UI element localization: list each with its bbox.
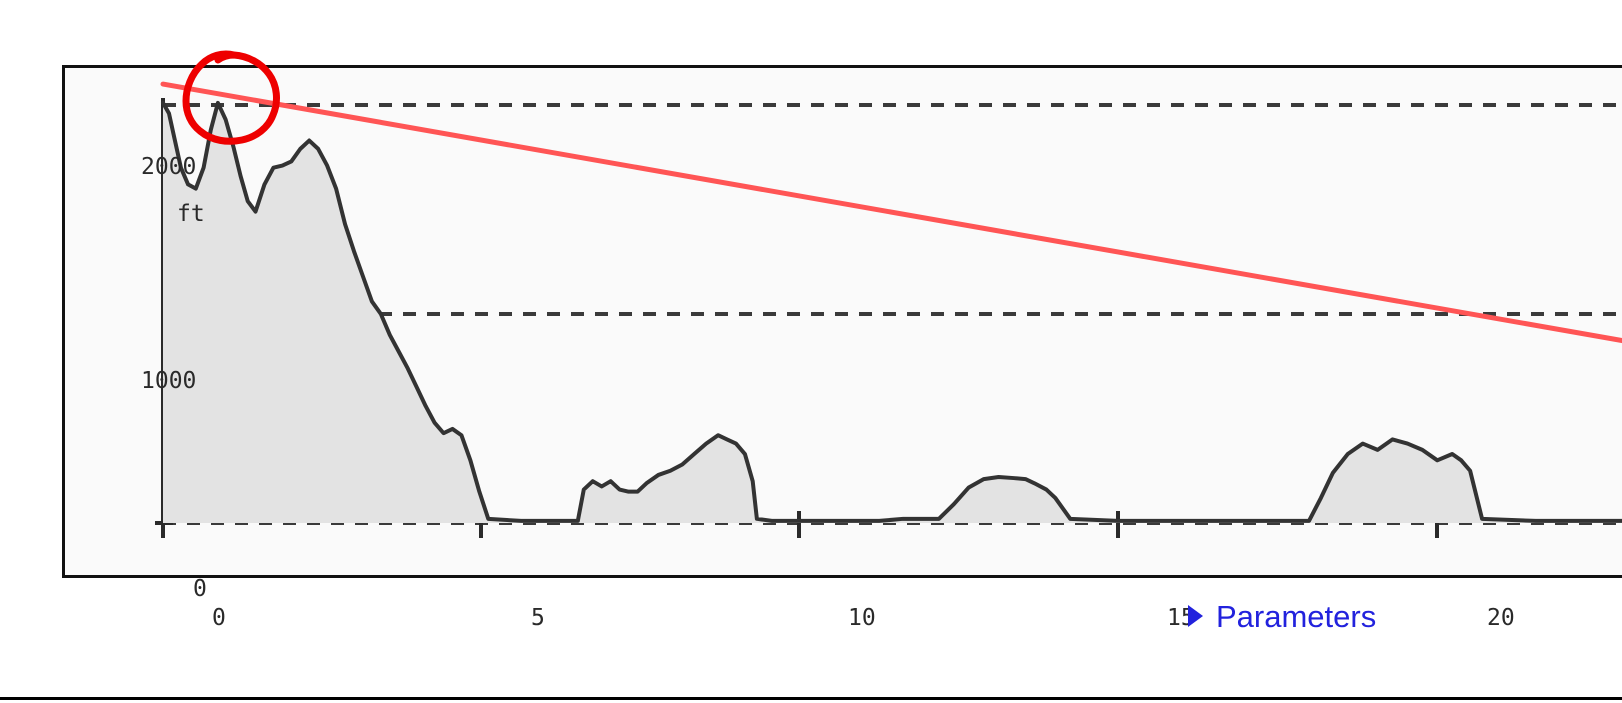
x-axis-label-0: 0: [212, 605, 226, 631]
glide-slope-line: [160, 81, 1622, 344]
y-axis-label-1000: 1000: [141, 368, 197, 394]
y-axis-label-2000: 2000: [141, 154, 197, 180]
x-axis-label-10: 10: [848, 605, 876, 631]
terrain-profile-line: [161, 100, 1622, 523]
y-axis-unit-label: ft: [177, 201, 205, 227]
triangle-right-icon[interactable]: [1188, 605, 1203, 627]
bottom-divider: [0, 697, 1622, 700]
y-axis-label-0: 0: [193, 576, 207, 602]
x-axis-label-5: 5: [531, 605, 545, 631]
parameters-row: Parameters: [0, 590, 1622, 642]
terrain-area-fill: [163, 102, 1622, 523]
elevation-profile-chart[interactable]: 2000 ft 1000 0 0 5 10 15 20: [62, 65, 1622, 631]
parameters-label: Parameters: [1216, 598, 1377, 634]
plot-area: [65, 68, 1622, 575]
x-axis-label-20: 20: [1487, 605, 1515, 631]
elevation-profile-plot: [155, 81, 1622, 538]
parameters-disclosure-button[interactable]: Parameters: [1188, 601, 1376, 632]
